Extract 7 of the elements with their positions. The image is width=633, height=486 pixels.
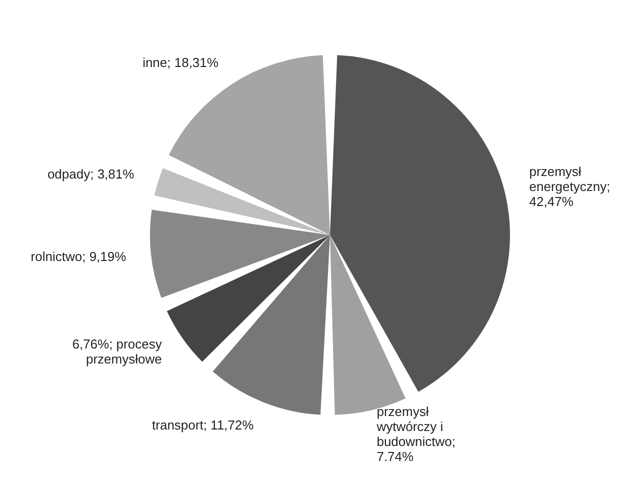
slice-label: 6,76%; procesy przemysłowe [72, 336, 162, 367]
slice-label: odpady; 3,81% [47, 166, 135, 182]
slice-label: przemysł wytwórczy i budownictwo; 7.74% [376, 404, 456, 464]
slice-label: inne; 18,31% [142, 54, 219, 70]
slice-label: przemysł energetyczny; 42,47% [529, 164, 610, 209]
slice-label: rolnictwo; 9,19% [30, 249, 127, 264]
slice-label: transport; 11,72% [152, 417, 254, 432]
